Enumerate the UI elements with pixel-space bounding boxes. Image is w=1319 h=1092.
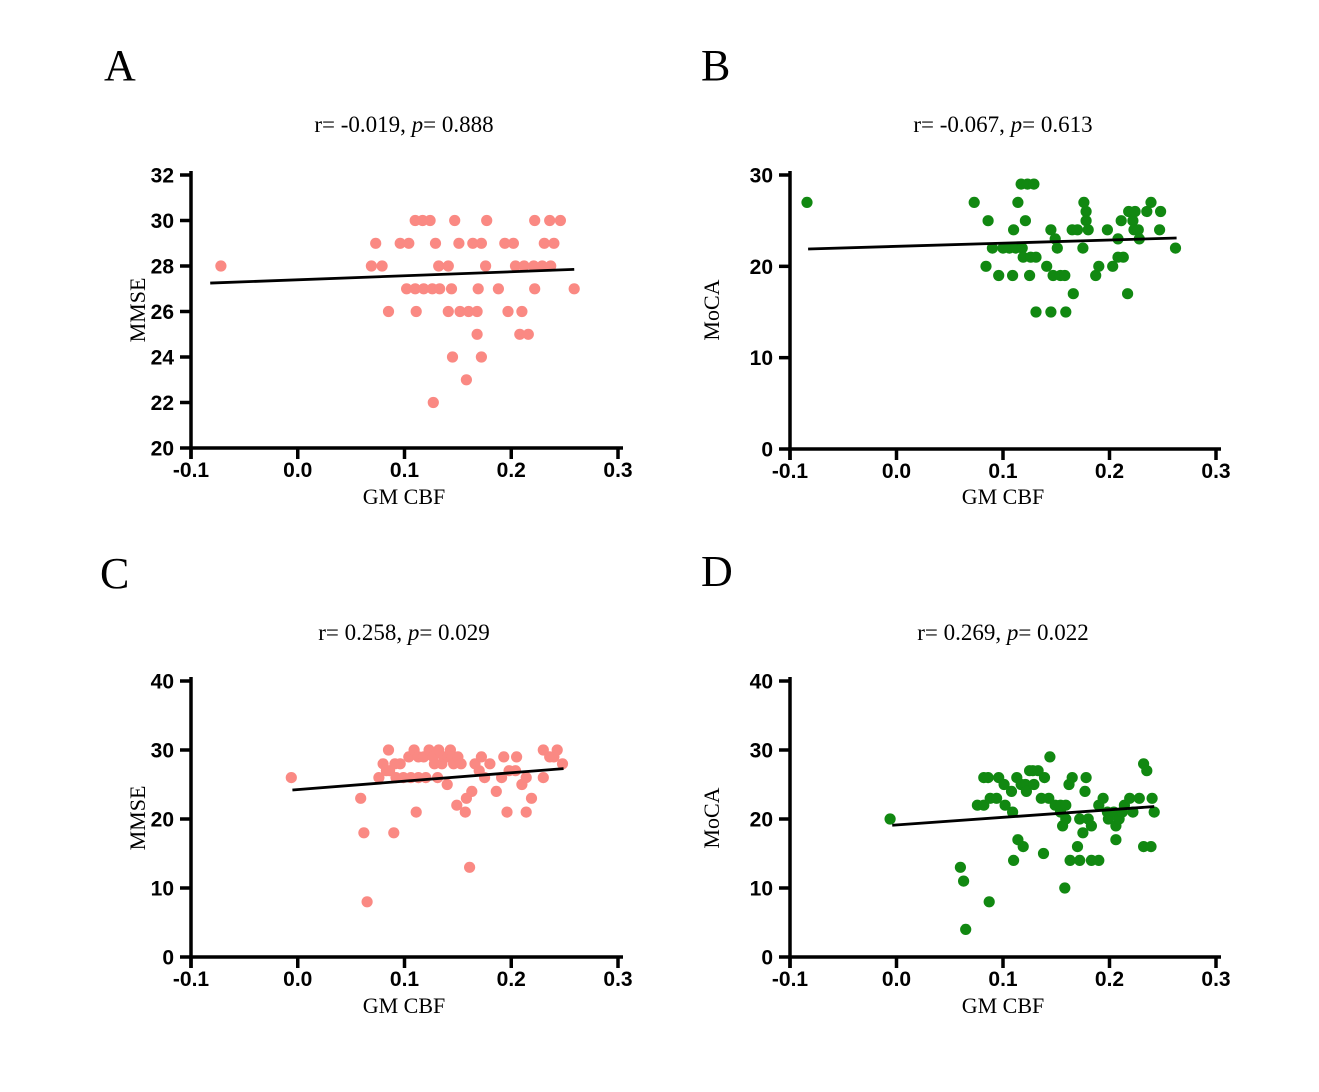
svg-text:0.0: 0.0 xyxy=(882,460,911,483)
svg-text:0.3: 0.3 xyxy=(603,459,632,482)
svg-text:30: 30 xyxy=(750,165,773,188)
svg-text:20: 20 xyxy=(151,809,174,832)
svg-text:30: 30 xyxy=(151,210,174,233)
svg-text:10: 10 xyxy=(750,347,773,370)
y-axis-label-a: MMSE xyxy=(125,277,150,343)
svg-text:0: 0 xyxy=(761,439,773,462)
panel-c-r-text: r= 0.258, xyxy=(318,620,408,645)
panel-a-plot: -0.1 0.0 0.1 0.2 0.3 20 22 24 26 28 30 32 xyxy=(151,165,633,483)
panel-a-r-text: r= -0.019, xyxy=(314,112,412,137)
svg-text:20: 20 xyxy=(750,256,773,279)
svg-text:28: 28 xyxy=(151,256,175,279)
svg-text:40: 40 xyxy=(750,671,773,694)
x-axis-label-a: GM CBF xyxy=(362,484,446,509)
x-axis-label-c: GM CBF xyxy=(362,993,446,1018)
svg-text:30: 30 xyxy=(750,740,773,763)
svg-text:0: 0 xyxy=(162,947,174,970)
svg-text:22: 22 xyxy=(151,392,174,415)
svg-text:26: 26 xyxy=(151,301,174,324)
panel-c-p-text: = 0.029 xyxy=(419,620,490,645)
panel-a-p-symbol: p xyxy=(411,112,424,137)
panel-b-r-text: r= -0.067, xyxy=(913,112,1011,137)
svg-text:0.0: 0.0 xyxy=(882,968,911,991)
panel-b-p-symbol: p xyxy=(1010,112,1023,137)
panel-b-plot: -0.1 0.0 0.1 0.2 0.3 0 10 20 30 xyxy=(750,165,1231,484)
panel-letter-c: C xyxy=(100,549,130,598)
panel-a-p-text: = 0.888 xyxy=(423,112,494,137)
svg-text:0.2: 0.2 xyxy=(497,459,526,482)
svg-text:32: 32 xyxy=(151,165,174,188)
panel-b-p-text: = 0.613 xyxy=(1022,112,1093,137)
panel-letter-d: D xyxy=(701,547,733,596)
svg-text:30: 30 xyxy=(151,740,174,763)
panel-c-p-symbol: p xyxy=(407,620,420,645)
svg-text:0.2: 0.2 xyxy=(1095,460,1124,483)
svg-text:0.0: 0.0 xyxy=(283,459,312,482)
panel-letter-a: A xyxy=(104,41,136,90)
svg-text:40: 40 xyxy=(151,671,174,694)
svg-text:24: 24 xyxy=(151,347,175,370)
x-axis-label-b: GM CBF xyxy=(961,484,1045,509)
panel-b-stats-title: r= -0.067, p= 0.613 xyxy=(793,112,1213,138)
svg-text:0.2: 0.2 xyxy=(497,968,526,991)
panel-c-stats-title: r= 0.258, p= 0.029 xyxy=(194,620,614,646)
svg-text:10: 10 xyxy=(151,878,174,901)
panel-d-stats-title: r= 0.269, p= 0.022 xyxy=(793,620,1213,646)
y-axis-label-b: MoCA xyxy=(699,279,724,341)
svg-text:0.1: 0.1 xyxy=(390,459,420,482)
y-axis-label-c: MMSE xyxy=(125,785,150,851)
panel-d-r-text: r= 0.269, xyxy=(917,620,1007,645)
svg-text:10: 10 xyxy=(750,878,773,901)
panel-d-plot: -0.1 0.0 0.1 0.2 0.3 0 10 20 30 40 xyxy=(750,671,1231,992)
panel-letter-b: B xyxy=(701,41,731,90)
y-axis-label-d: MoCA xyxy=(699,787,724,849)
svg-text:0.3: 0.3 xyxy=(1201,460,1230,483)
panel-a-stats-title: r= -0.019, p= 0.888 xyxy=(194,112,614,138)
svg-text:0.0: 0.0 xyxy=(283,968,312,991)
panel-d-p-text: = 0.022 xyxy=(1018,620,1089,645)
svg-text:20: 20 xyxy=(151,438,174,461)
panel-c-plot: -0.1 0.0 0.1 0.2 0.3 0 10 20 30 40 xyxy=(151,671,633,992)
svg-text:-0.1: -0.1 xyxy=(173,968,210,991)
svg-text:20: 20 xyxy=(750,809,773,832)
x-axis-label-d: GM CBF xyxy=(961,993,1045,1018)
svg-text:0.1: 0.1 xyxy=(390,968,420,991)
svg-text:0.3: 0.3 xyxy=(603,968,632,991)
svg-text:0: 0 xyxy=(761,947,773,970)
svg-text:0.1: 0.1 xyxy=(988,968,1018,991)
svg-text:-0.1: -0.1 xyxy=(173,459,210,482)
svg-text:0.2: 0.2 xyxy=(1095,968,1124,991)
panel-d-p-symbol: p xyxy=(1006,620,1019,645)
svg-text:0.1: 0.1 xyxy=(988,460,1018,483)
svg-text:-0.1: -0.1 xyxy=(772,968,809,991)
svg-text:0.3: 0.3 xyxy=(1201,968,1230,991)
svg-text:-0.1: -0.1 xyxy=(772,460,809,483)
